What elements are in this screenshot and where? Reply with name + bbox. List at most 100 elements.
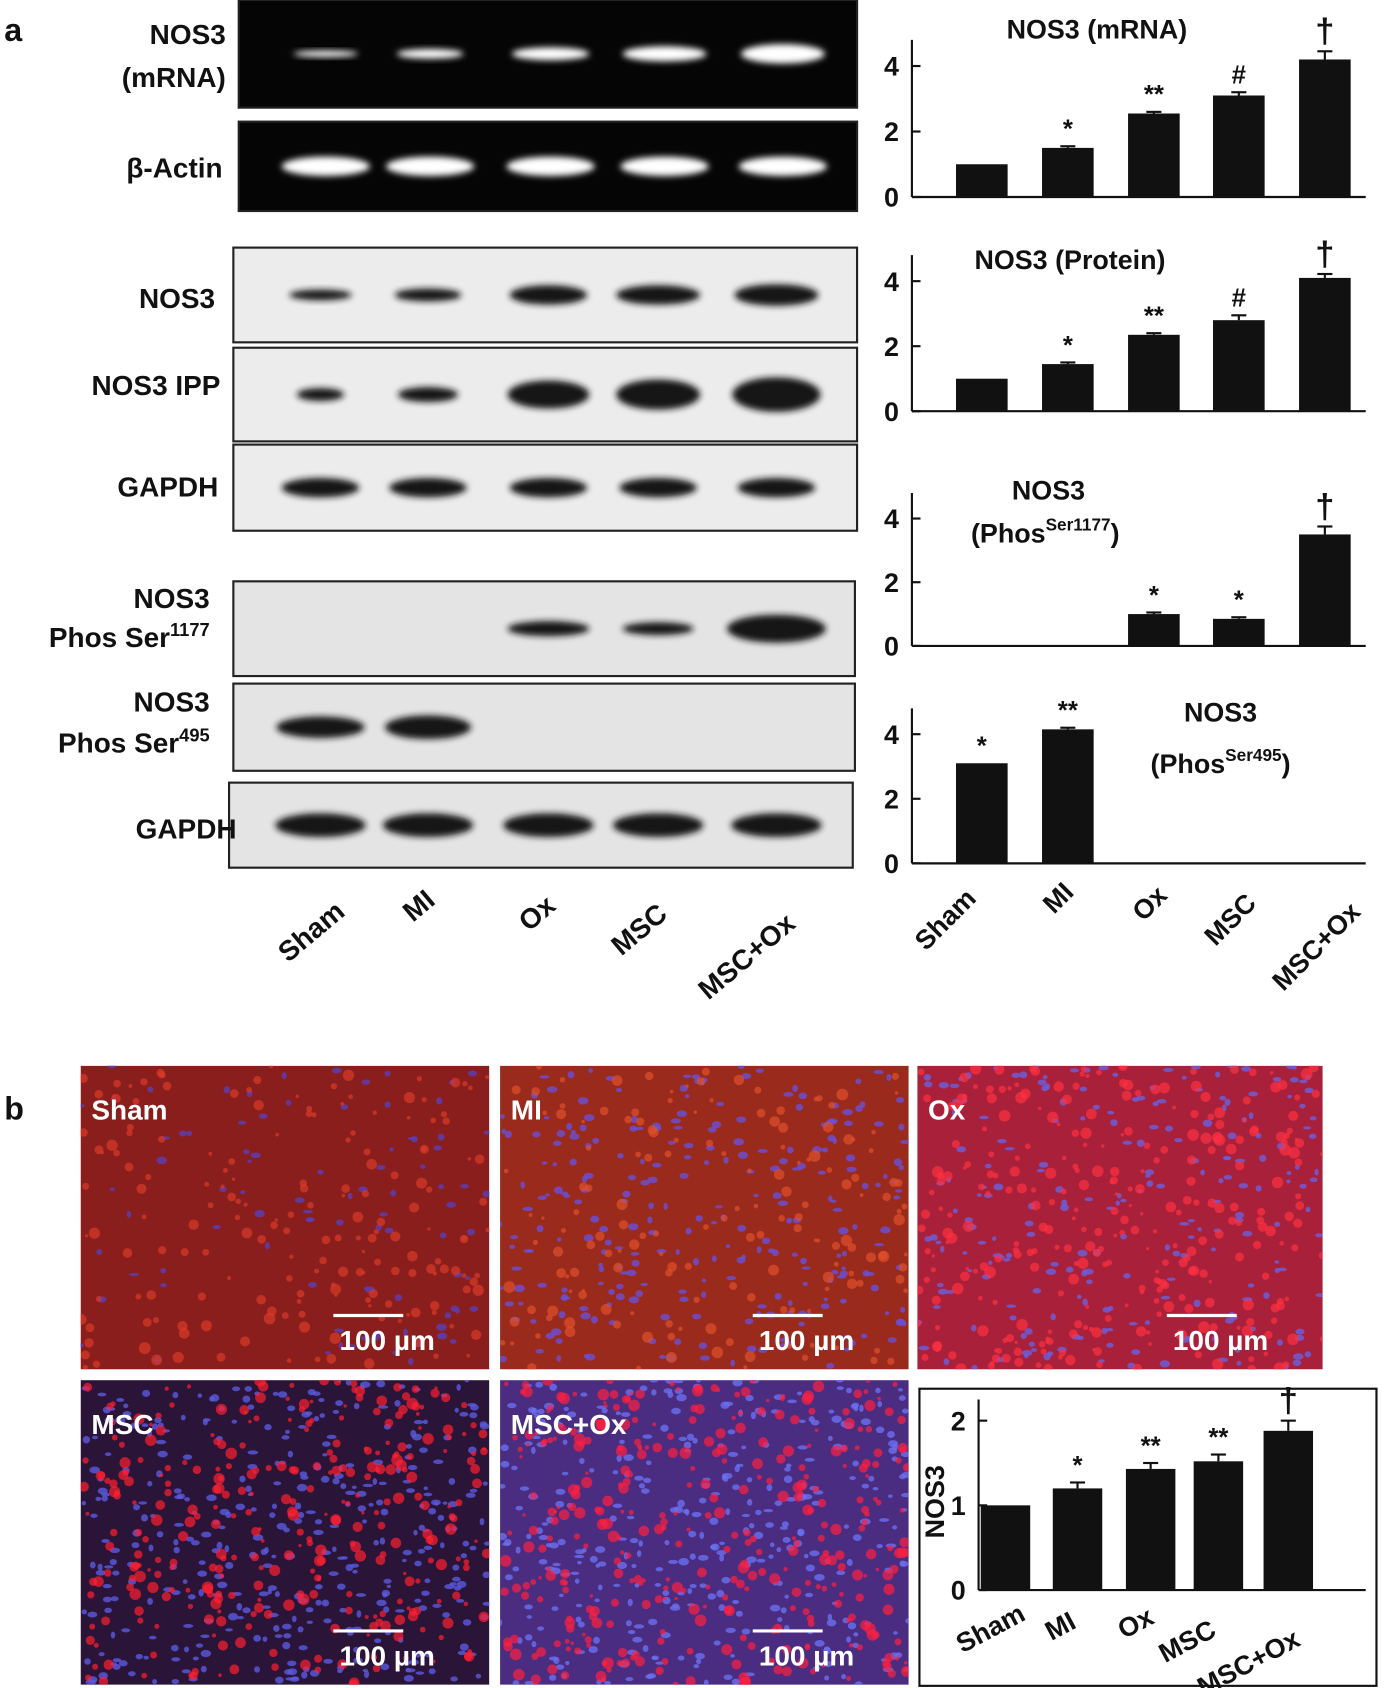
stain — [283, 1550, 295, 1561]
nucleus — [264, 1546, 269, 1554]
nucleus — [731, 1678, 741, 1685]
stain — [265, 1464, 272, 1472]
stain — [860, 1619, 871, 1631]
nucleus — [160, 1268, 167, 1274]
stain — [978, 1295, 983, 1301]
stain — [595, 1419, 602, 1426]
nucleus — [776, 1547, 782, 1553]
nucleus — [1092, 1104, 1100, 1110]
stain — [994, 1348, 999, 1353]
stain — [961, 1093, 968, 1100]
stain — [535, 1333, 541, 1339]
stain — [415, 1578, 421, 1584]
nucleus — [1187, 1219, 1195, 1223]
nucleus — [780, 1337, 787, 1343]
stain — [1171, 1105, 1177, 1110]
image-label: MSC+Ox — [511, 1409, 627, 1440]
nucleus — [524, 1634, 533, 1641]
nucleus — [157, 1450, 168, 1458]
stain — [793, 1224, 802, 1233]
stain — [286, 1358, 292, 1363]
nucleus — [620, 1412, 631, 1417]
stain — [1119, 1229, 1125, 1236]
nucleus — [361, 1079, 371, 1085]
bar — [956, 378, 1008, 412]
stain — [422, 1433, 434, 1445]
stain — [215, 1466, 221, 1472]
nucleus — [423, 1545, 433, 1550]
stain — [355, 1492, 361, 1498]
nucleus — [384, 1227, 394, 1234]
nucleus — [419, 1447, 428, 1454]
stain — [446, 1434, 452, 1441]
nucleus — [796, 1391, 803, 1396]
x-tick-label: Ox — [1126, 880, 1173, 927]
nucleus — [901, 1471, 909, 1479]
nucleus — [667, 1559, 679, 1564]
nucleus — [604, 1239, 612, 1246]
nucleus — [634, 1582, 640, 1588]
stain — [149, 1422, 153, 1427]
stain — [85, 1323, 95, 1333]
stain — [330, 1083, 338, 1090]
stain — [419, 1626, 426, 1633]
stain — [861, 1505, 870, 1514]
nucleus — [612, 1503, 623, 1508]
nucleus — [873, 1069, 884, 1075]
stain — [747, 1293, 756, 1302]
nucleus — [1115, 1200, 1120, 1206]
stain — [1257, 1221, 1268, 1232]
nucleus — [1289, 1077, 1299, 1083]
stain — [877, 1250, 890, 1263]
stain — [665, 1320, 673, 1328]
stain — [797, 1657, 809, 1669]
nucleus — [264, 1242, 271, 1250]
stain — [1092, 1248, 1101, 1257]
nucleus — [595, 1546, 606, 1553]
nucleus — [518, 1301, 524, 1306]
nucleus — [1050, 1313, 1056, 1321]
bar — [1213, 618, 1265, 646]
stain — [902, 1667, 908, 1673]
nucleus — [1026, 1231, 1036, 1237]
stain — [936, 1176, 946, 1186]
stain — [298, 1321, 311, 1333]
nucleus — [156, 1531, 164, 1538]
nucleus — [1144, 1169, 1155, 1176]
stain — [1294, 1158, 1303, 1167]
stain — [589, 1605, 600, 1617]
stain — [215, 1548, 227, 1560]
nucleus — [736, 1256, 746, 1264]
stain — [945, 1240, 950, 1245]
stain — [1207, 1146, 1216, 1155]
stain — [463, 1564, 470, 1572]
stain — [253, 1602, 264, 1613]
nucleus — [546, 1086, 558, 1093]
nucleus — [317, 1169, 324, 1175]
nucleus — [172, 1391, 179, 1399]
stain — [973, 1084, 978, 1090]
nucleus — [660, 1424, 669, 1432]
scale-label: 100 µm — [1173, 1325, 1268, 1356]
stain — [874, 1347, 881, 1354]
nucleus — [924, 1236, 932, 1242]
nucleus — [80, 1104, 85, 1108]
stain — [1300, 1068, 1313, 1080]
stain — [560, 1568, 570, 1579]
stain — [1053, 1081, 1064, 1092]
nucleus — [326, 1434, 337, 1440]
nucleus — [741, 1073, 752, 1080]
nucleus — [247, 1404, 255, 1410]
stain — [921, 1353, 929, 1362]
nucleus — [598, 1262, 603, 1267]
stain — [1048, 1199, 1056, 1206]
stain — [1068, 1273, 1080, 1285]
nucleus — [173, 1488, 182, 1494]
nucleus — [676, 1110, 687, 1118]
nucleus — [223, 1086, 231, 1094]
stain — [1264, 1330, 1273, 1340]
stain — [882, 1569, 894, 1581]
nucleus — [543, 1116, 550, 1120]
nucleus — [876, 1543, 883, 1549]
nucleus — [1277, 1267, 1287, 1272]
